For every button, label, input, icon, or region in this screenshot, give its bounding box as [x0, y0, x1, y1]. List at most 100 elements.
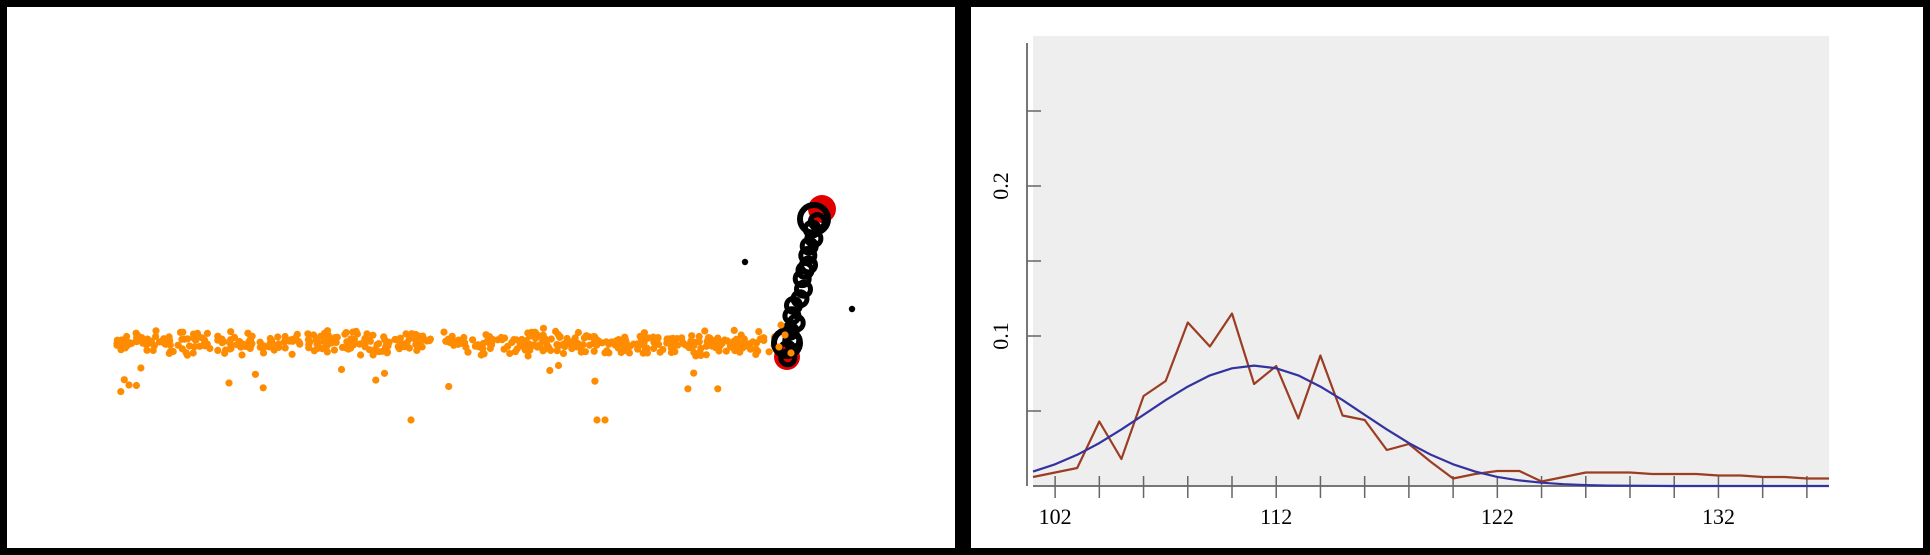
scatter-point [702, 351, 710, 359]
scatter-point [238, 351, 246, 359]
scatter-point [372, 376, 380, 384]
scatter-point [169, 347, 177, 356]
scatter-point [413, 346, 421, 354]
scatter-point [489, 336, 497, 344]
scatter-point [568, 345, 576, 353]
scatter-point [708, 342, 716, 350]
scatter-point [674, 341, 682, 349]
scatter-point [320, 337, 328, 345]
scatter-point [641, 346, 650, 354]
scatter-point [482, 331, 490, 339]
scatter-point [601, 416, 609, 424]
scatter-point [752, 345, 760, 353]
scatter-point [479, 339, 487, 348]
scatter-point [775, 343, 783, 351]
scatter-point [454, 337, 462, 345]
trajectory [741, 195, 856, 370]
scatter-point [460, 333, 468, 342]
scatter-point [352, 327, 360, 335]
scatter-point [369, 331, 377, 339]
scatter-point [190, 335, 199, 343]
scatter-point [730, 326, 738, 334]
scatter-point [137, 364, 145, 372]
scatter-point [722, 347, 730, 355]
scatter-point [375, 340, 383, 348]
histogram-fit-chart: 0.1 0.2 102 112 122 132 [988, 36, 1829, 529]
scatter-point [559, 349, 568, 358]
scatter-point [251, 370, 259, 378]
scatter-point [295, 337, 303, 346]
scatter-point [690, 348, 698, 356]
scatter-point [539, 336, 547, 345]
scatter-point [116, 342, 124, 350]
scatter-point [636, 332, 644, 340]
scatter-point [760, 334, 768, 342]
scatter-point [274, 333, 282, 341]
scatter-point [592, 335, 600, 343]
scatter-point [781, 331, 789, 339]
scatter-point [650, 344, 658, 353]
scatter-point [680, 340, 688, 348]
scatter-point [227, 328, 235, 336]
scatter-point [259, 349, 268, 357]
scatter-point [314, 340, 322, 348]
scatter-point [347, 344, 355, 352]
scatter-point [506, 349, 514, 358]
scatter-point [684, 385, 692, 393]
scatter-point [201, 339, 209, 347]
scatter-point [233, 341, 241, 349]
scatter-point [655, 340, 663, 348]
scatter-point [605, 340, 613, 348]
scatter-point [714, 385, 722, 393]
scatter-point [695, 332, 703, 341]
scatter-point [402, 330, 410, 338]
scatter-point [418, 343, 426, 351]
scatter-point [412, 336, 420, 344]
trail-ring [798, 246, 818, 265]
scatter-point [605, 349, 613, 357]
scatter-point [688, 332, 696, 340]
scatter-point [293, 330, 301, 338]
scatter-point [405, 335, 413, 343]
trail-ring [778, 348, 798, 368]
scatter-point [247, 334, 255, 342]
scatter-point [143, 346, 151, 354]
scatter-point [644, 334, 653, 342]
scatter-point [510, 336, 518, 344]
trail-ring [794, 279, 813, 299]
gaussian-fit-line [1032, 364, 1829, 488]
scatter-point [305, 344, 313, 352]
scatter-point [304, 330, 312, 338]
trail-ring [771, 327, 803, 359]
scatter-point [341, 330, 349, 338]
scatter-point [524, 352, 532, 360]
scatter-point [570, 337, 578, 345]
trail-ring [799, 255, 818, 275]
empirical-line [1032, 312, 1829, 483]
scatter-point [113, 336, 121, 344]
scatter-point [667, 344, 675, 352]
scatter-point [323, 327, 332, 335]
scatter-point [149, 346, 157, 355]
scatter-point [419, 332, 427, 340]
scatter-point [136, 336, 145, 344]
scatter-point [733, 337, 742, 345]
scatter-point [165, 333, 173, 341]
scatter-point [394, 343, 402, 351]
scatter-point [654, 334, 662, 342]
scatter-point [469, 336, 477, 344]
scatter-point [554, 330, 562, 339]
scatter-point [214, 346, 222, 354]
scatter-point [343, 338, 351, 346]
scatter-point [526, 332, 534, 340]
scatter-point [539, 324, 548, 332]
scatter-point [615, 336, 623, 344]
scatter-point [663, 339, 671, 347]
scatter-point [380, 333, 388, 341]
scatter-point [554, 361, 563, 370]
scatter-point [765, 348, 773, 356]
plot-area [1033, 36, 1829, 486]
trail-ring [797, 202, 831, 236]
stray-dot [848, 305, 856, 313]
scatter-point [275, 343, 283, 351]
